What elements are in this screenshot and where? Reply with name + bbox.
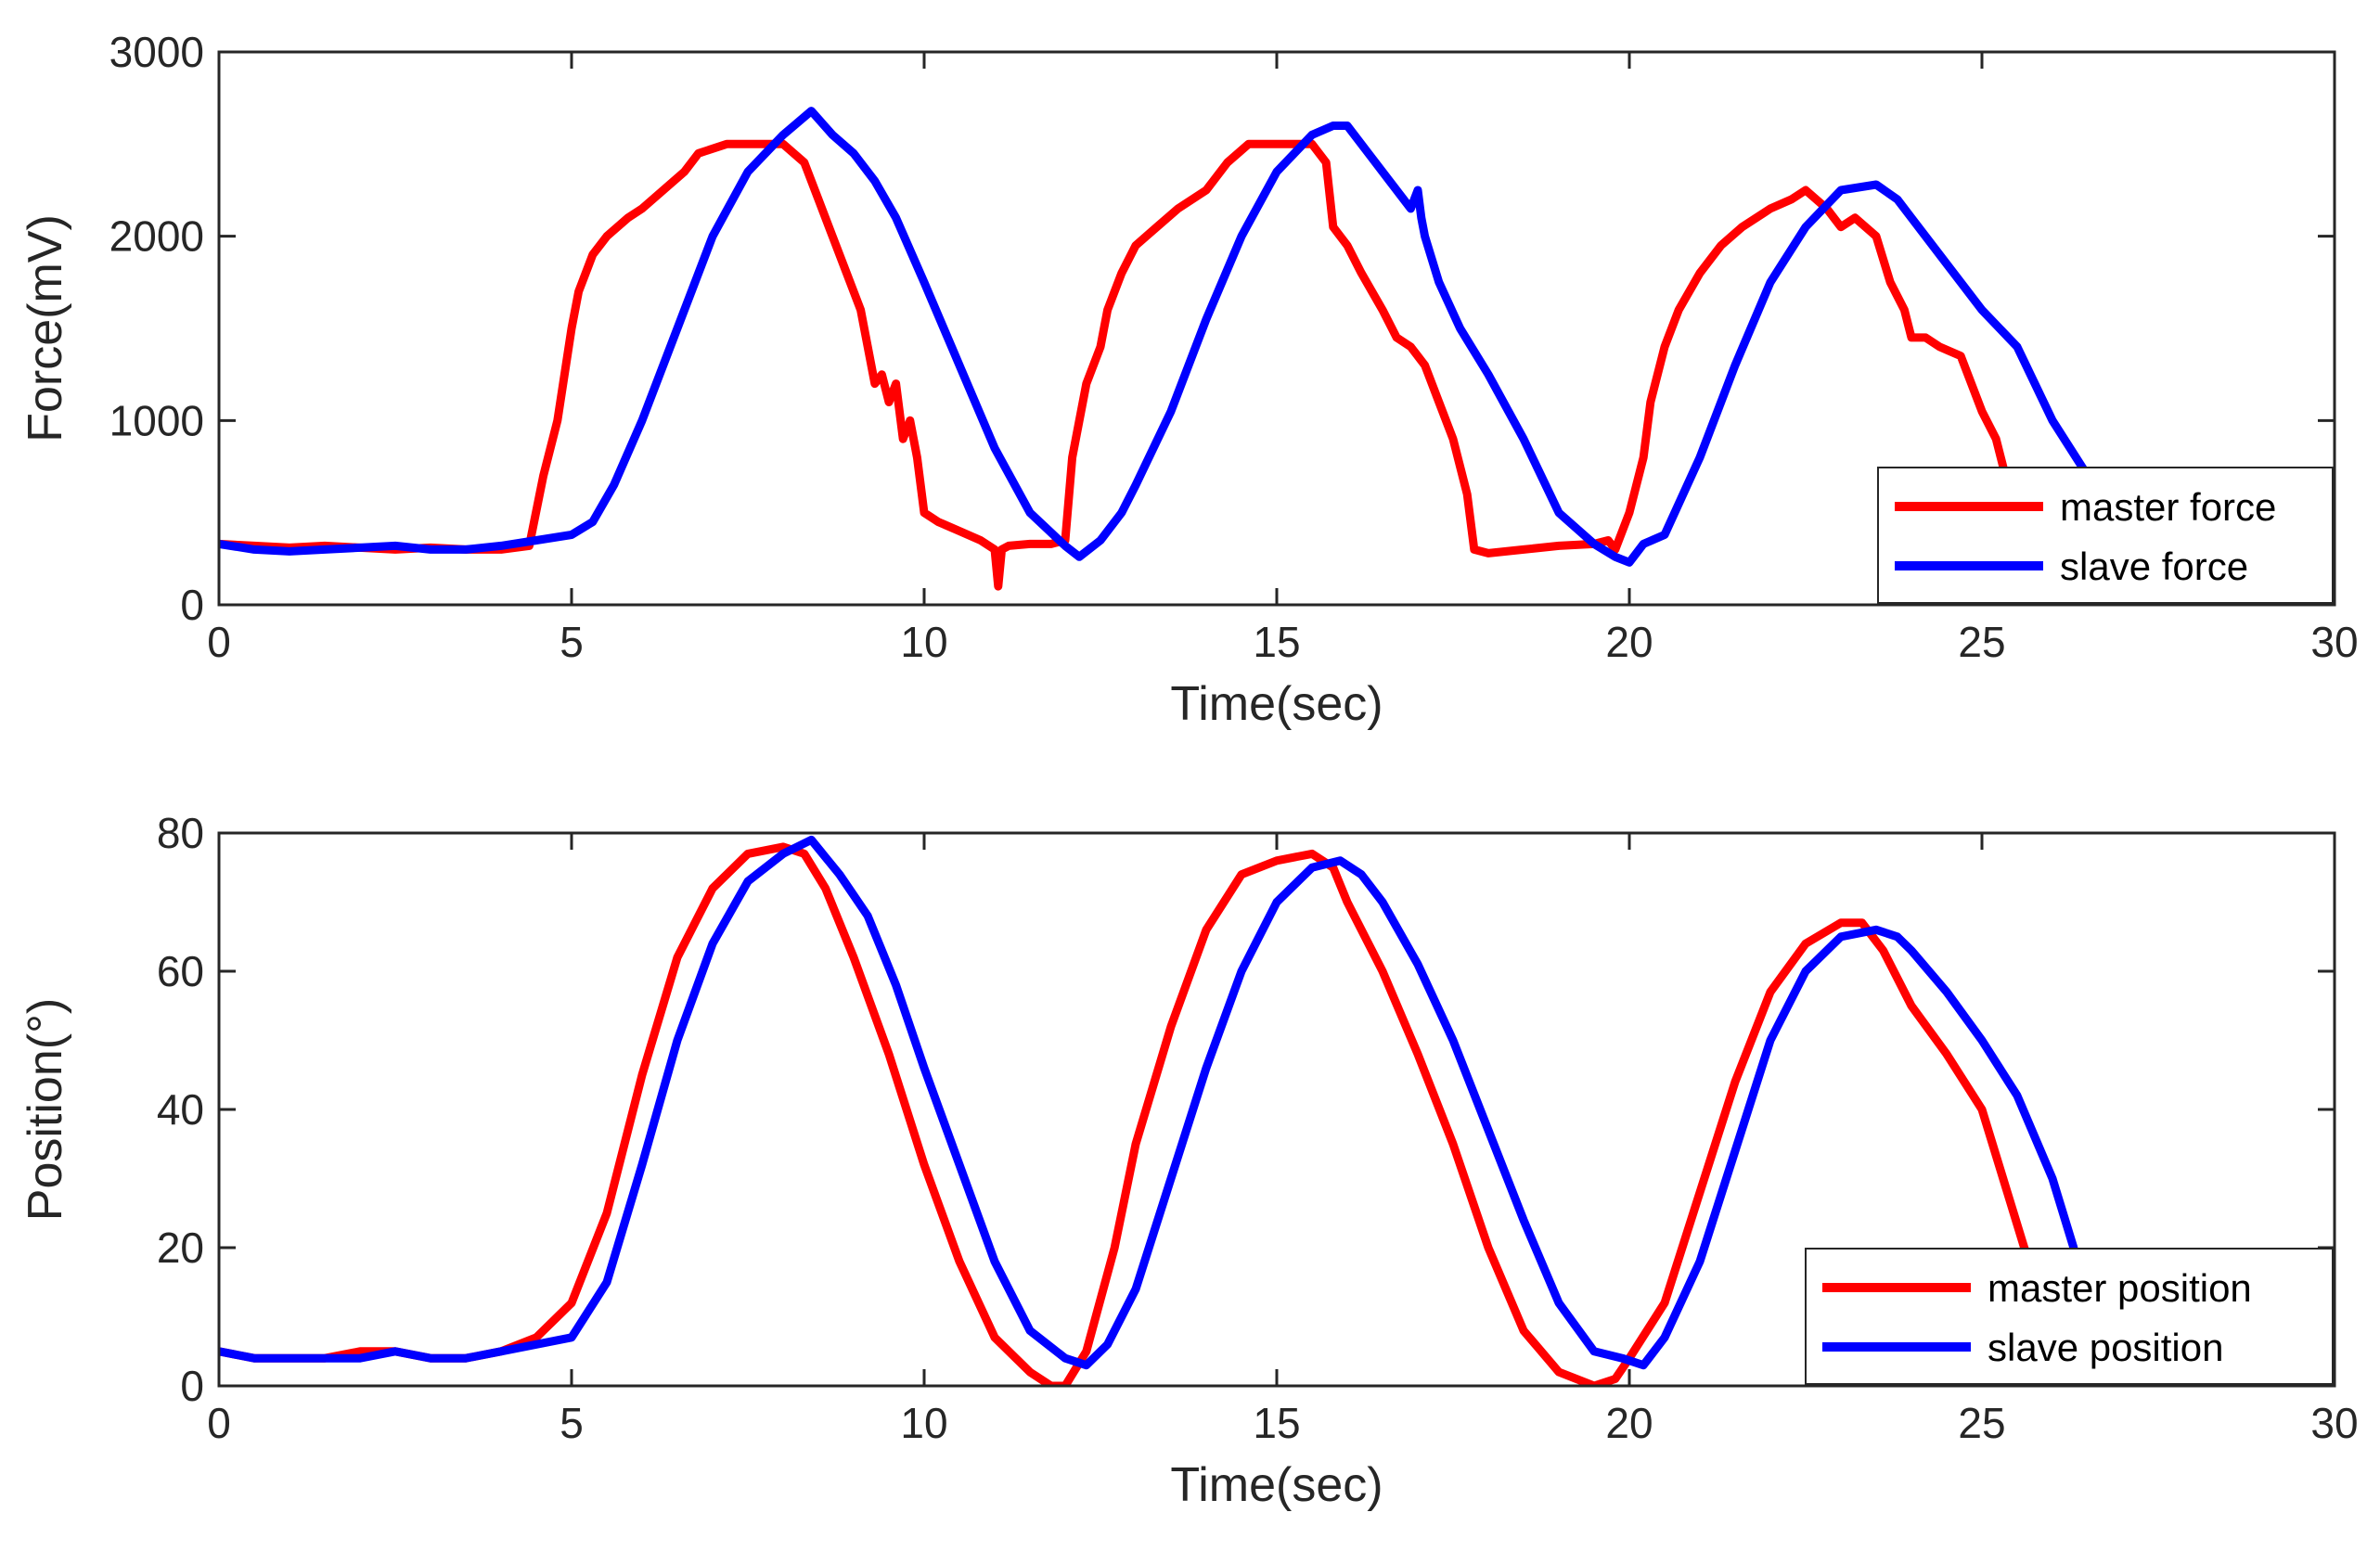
force-legend: master force slave force <box>1877 467 2334 604</box>
position-x-tick-label: 0 <box>207 1399 231 1447</box>
force-x-tick-label: 30 <box>2310 618 2358 666</box>
position-plot: 0 5 10 15 20 25 30 0 20 40 60 80 Time(sec) Positio… <box>19 809 2359 1512</box>
position-x-tick-label: 5 <box>560 1399 584 1447</box>
position-x-axis-label: Time(sec) <box>1170 1458 1383 1512</box>
legend-label-slave-force: slave force <box>2060 545 2248 588</box>
position-y-tick-label: 20 <box>157 1224 204 1272</box>
position-y-tick-label: 40 <box>157 1085 204 1134</box>
series-line-master-position <box>219 842 2057 1386</box>
force-x-axis-label: Time(sec) <box>1170 677 1383 731</box>
position-x-ticks: 0 5 10 15 20 25 30 <box>207 833 2359 1447</box>
position-y-tick-label: 80 <box>157 809 204 857</box>
force-x-tick-label: 20 <box>1605 618 1653 666</box>
position-y-tick-label: 60 <box>157 947 204 995</box>
force-y-tick-label: 0 <box>180 581 204 629</box>
position-legend: master position slave position <box>1805 1248 2334 1385</box>
force-y-ticks: 0 1000 2000 3000 <box>109 28 2335 629</box>
position-series-group <box>219 835 2078 1386</box>
series-line-slave-position <box>219 835 2078 1370</box>
position-x-tick-label: 20 <box>1605 1399 1653 1447</box>
series-line-master-force <box>219 139 2014 591</box>
force-x-tick-label: 25 <box>1958 618 2005 666</box>
position-x-tick-label: 25 <box>1958 1399 2005 1447</box>
force-legend-box <box>1877 467 2334 604</box>
force-x-tick-label: 0 <box>207 618 231 666</box>
position-y-tick-label: 0 <box>180 1362 204 1410</box>
series-line-slave-force <box>219 107 2092 567</box>
force-y-tick-label: 1000 <box>109 396 204 444</box>
position-legend-box <box>1805 1248 2334 1385</box>
legend-label-master-position: master position <box>1988 1266 2252 1310</box>
legend-label-master-force: master force <box>2060 485 2276 529</box>
position-x-tick-label: 15 <box>1253 1399 1300 1447</box>
force-y-tick-label: 2000 <box>109 212 204 261</box>
force-x-ticks: 0 5 10 15 20 25 30 <box>207 52 2359 666</box>
force-y-tick-label: 3000 <box>109 28 204 76</box>
position-x-tick-label: 10 <box>900 1399 947 1447</box>
position-y-ticks: 0 20 40 60 80 <box>157 809 2335 1410</box>
force-x-tick-label: 15 <box>1253 618 1300 666</box>
position-y-axis-label: Position(°) <box>19 998 72 1221</box>
force-x-tick-label: 10 <box>900 618 947 666</box>
force-series-group <box>219 107 2092 591</box>
force-y-axis-label: Force(mV) <box>19 214 72 442</box>
legend-label-slave-position: slave position <box>1988 1326 2223 1369</box>
position-x-tick-label: 30 <box>2310 1399 2358 1447</box>
force-plot: 0 5 10 15 20 25 30 0 1000 2000 3000 Time(sec) For… <box>19 28 2359 731</box>
force-x-tick-label: 5 <box>560 618 584 666</box>
